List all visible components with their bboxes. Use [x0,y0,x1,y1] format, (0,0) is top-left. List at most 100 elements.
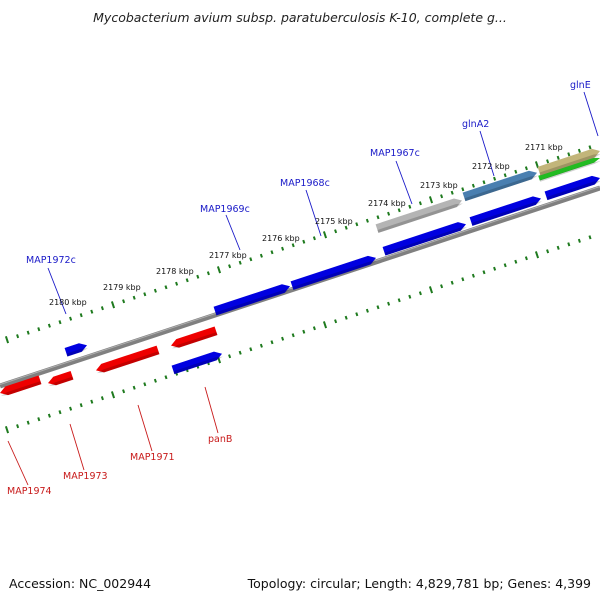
inner-tick [16,424,20,429]
feature-green-body [538,157,600,181]
feature-steel-blue-body [462,170,538,202]
outer-tick [546,159,550,164]
inner-tick [428,286,434,294]
outer-tick [482,180,486,185]
inner-tick [291,333,295,338]
leader-line [47,267,67,315]
outer-tick [461,187,465,192]
gene-label-MAP1973: MAP1973 [63,471,108,482]
feature-olive-body [537,148,600,176]
inner-tick [79,403,83,408]
inner-tick [322,321,328,329]
outer-tick [493,176,497,181]
outer-tick [238,260,242,265]
inner-tick [482,270,486,275]
outer-tick [79,313,83,318]
outer-tick [26,330,30,335]
gene-label-glnA2: glnA2 [462,119,489,130]
outer-tick [376,215,380,220]
gene-MAP1971-shade [96,351,160,374]
kbp-label: 2180 kbp [49,298,87,307]
outer-tick [322,231,328,239]
gene-MAP1972c-body [64,343,87,357]
gene-MAP1969c-body [213,284,291,316]
feature-steel-blue [462,170,538,202]
outer-tick [312,236,316,241]
gene-MAP1972c-shade [66,348,88,357]
gene-panB-partner-shade [173,356,223,375]
outer-tick [514,169,518,174]
outer-tick [355,222,359,227]
feature-green [538,157,600,182]
leader-line [225,214,241,251]
inner-tick [281,336,285,341]
leader-line [479,130,495,177]
feature-green-shade [539,160,600,182]
outer-tick [100,306,104,311]
outer-tick [450,190,454,195]
outer-tick [524,166,528,171]
inner-tick [344,315,348,320]
inner-tick [365,308,369,313]
tick-marks [4,145,592,434]
gene-glnA2-strand-shade [471,201,542,226]
feature-olive-shade [539,153,600,176]
inner-tick [503,263,507,268]
inner-tick [58,410,62,415]
leader-line [583,91,599,137]
outer-tick [69,316,73,321]
gene-MAP1969c [213,284,291,316]
inner-tick [302,329,306,334]
inner-tick [588,235,592,240]
feature-gray-body [375,198,463,233]
gene-MAP1968c-shade [292,260,377,290]
inner-tick [524,256,528,261]
gene-MAP1968c-body [290,255,376,290]
outer-tick [249,257,253,262]
outer-tick [196,274,200,279]
gene-glnE-body [544,175,600,201]
gene-panB-partner [171,351,223,375]
outer-tick [418,201,422,206]
kbp-label: 2178 kbp [156,267,194,276]
inner-tick [471,273,475,278]
outer-tick [58,320,62,325]
inner-tick [577,238,581,243]
gene-MAP1973-body [48,370,74,386]
inner-tick [567,242,571,247]
gene-MAP1972c [64,343,88,357]
kbp-label: 2175 kbp [315,217,353,226]
gene-MAP1973 [48,370,74,387]
leader-line [137,404,153,452]
gene-glnE [544,175,600,201]
outer-tick [365,218,369,223]
kbp-label: 2174 kbp [368,199,406,208]
outer-tick [37,327,41,332]
gene-label-panB: panB [208,434,232,445]
inner-tick [461,277,465,282]
outer-tick [302,239,306,244]
outer-tick [471,183,475,188]
outer-tick [503,173,507,178]
inner-tick [228,354,232,359]
kbp-label: 2179 kbp [103,283,141,292]
inner-tick [376,305,380,310]
leader-line [395,160,413,205]
gene-label-glnE: glnE [570,80,591,91]
inner-tick [418,291,422,296]
kbp-label: 2172 kbp [472,162,510,171]
outer-tick [164,285,168,290]
gene-label-MAP1968c: MAP1968c [280,178,330,189]
outer-tick [206,271,210,276]
outer-tick [588,145,592,150]
kbp-label: 2173 kbp [420,181,458,190]
inner-tick [26,420,30,425]
inner-tick [440,284,444,289]
inner-tick [4,426,10,434]
inner-tick [69,406,73,411]
inner-tick [122,389,126,394]
leader-line [69,423,85,471]
inner-tick [534,251,540,259]
gene-panB-partner-body [171,351,223,375]
outer-tick [132,295,136,300]
